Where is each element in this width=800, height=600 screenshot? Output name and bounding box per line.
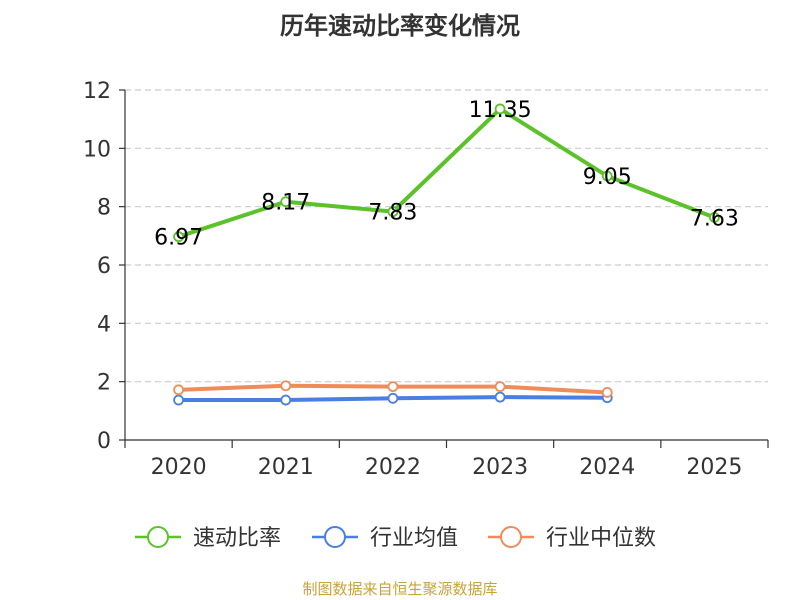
legend-swatch-marker [500, 526, 522, 548]
data-label: 7.83 [368, 201, 417, 226]
y-tick-label: 0 [97, 429, 111, 454]
data-point [280, 196, 292, 208]
data-label: 8.17 [261, 191, 310, 216]
data-point [601, 170, 613, 182]
series-layer [173, 103, 720, 406]
x-tick-label: 2023 [472, 455, 528, 480]
data-point [387, 392, 399, 404]
axes: 0 2 4 6 8 10 12 2020 2021 2022 2023 2024 2025 [83, 79, 769, 480]
data-point [387, 381, 399, 393]
data-point [173, 384, 184, 396]
y-tick-label: 2 [97, 371, 111, 396]
grid-lines [125, 89, 768, 383]
x-tick-label: 2021 [258, 455, 314, 480]
data-point [387, 206, 399, 218]
data-point [173, 394, 184, 406]
data-point [494, 381, 506, 393]
x-tick-label: 2020 [151, 455, 207, 480]
series-line-0 [177, 106, 716, 239]
data-point [709, 212, 720, 223]
legend-swatch-marker [147, 526, 169, 548]
x-tick-label: 2024 [579, 455, 635, 480]
data-label: 6.97 [154, 226, 203, 251]
y-tick-label: 6 [97, 254, 111, 279]
x-tick-label: 2025 [686, 455, 742, 480]
data-label: 9.05 [583, 165, 632, 190]
legend: 速动比率 行业均值 行业中位数 [135, 526, 656, 551]
legend-label: 行业均值 [370, 526, 458, 551]
x-tick-label: 2022 [365, 455, 421, 480]
data-point [173, 231, 184, 243]
chart-title: 历年速动比率变化情况 [280, 12, 520, 40]
data-point [601, 387, 613, 398]
data-point [280, 380, 292, 392]
data-labels: 6.97 8.17 7.83 11.35 9.05 7.63 [154, 98, 739, 251]
data-point [494, 391, 506, 403]
legend-label: 速动比率 [193, 526, 281, 551]
y-tick-label: 10 [83, 137, 111, 162]
data-label: 11.35 [469, 98, 532, 123]
y-tick-label: 8 [97, 196, 111, 221]
data-point [494, 103, 506, 115]
y-tick-label: 4 [97, 312, 111, 337]
data-label: 7.63 [690, 206, 739, 231]
y-tick-label: 12 [83, 79, 111, 104]
legend-swatch-marker [324, 526, 346, 548]
data-point [280, 394, 292, 406]
source-note: 制图数据来自恒生聚源数据库 [302, 580, 498, 598]
legend-label: 行业中位数 [546, 526, 656, 551]
